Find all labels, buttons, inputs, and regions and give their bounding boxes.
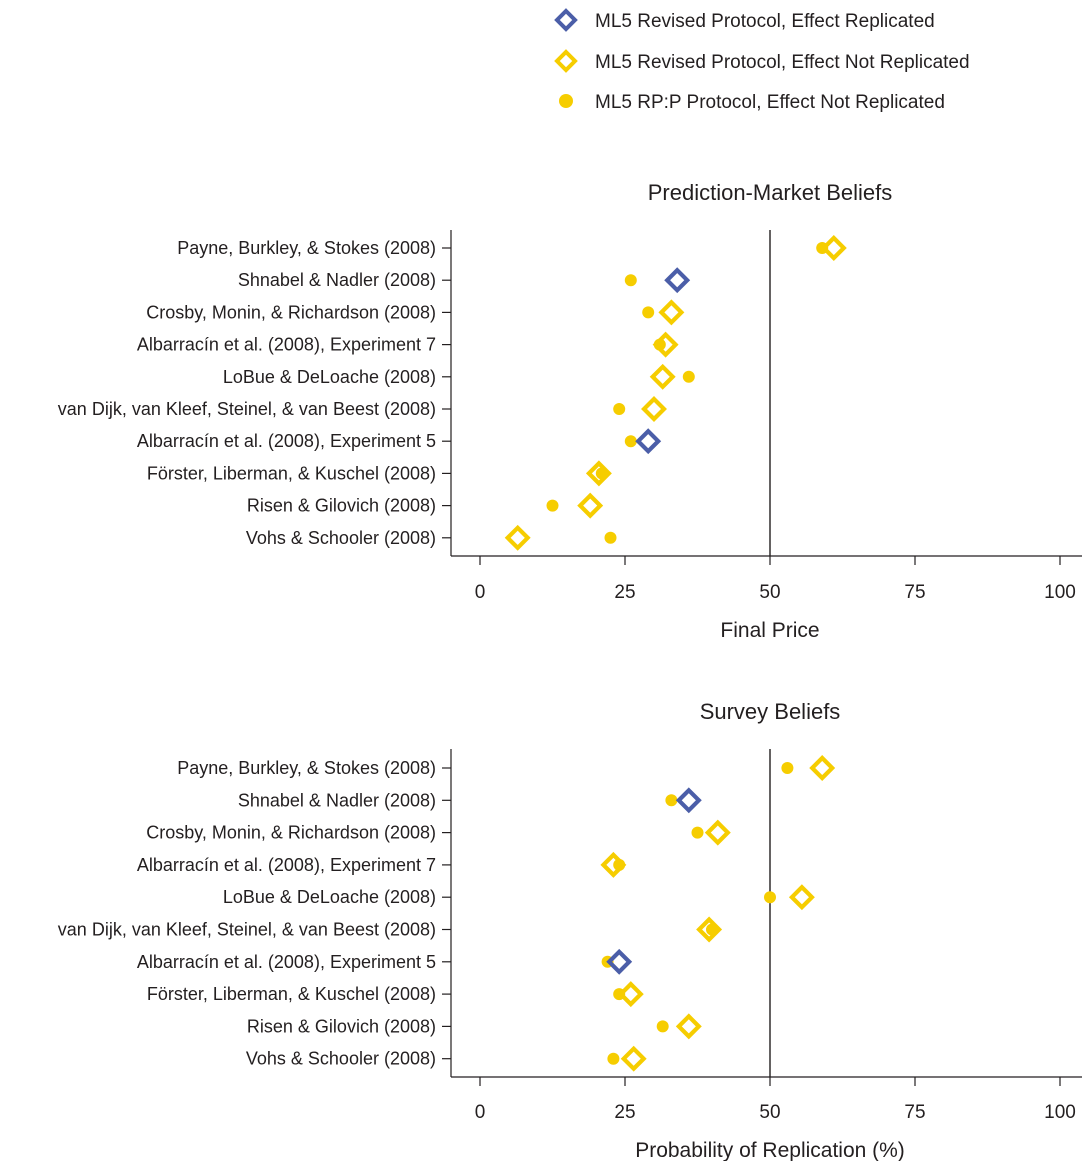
legend-label: ML5 Revised Protocol, Effect Not Replica…	[595, 52, 970, 73]
y-tick-label: Albarracín et al. (2008), Experiment 7	[137, 855, 436, 875]
revised-protocol-point-replicated	[675, 787, 702, 814]
rpp-protocol-point	[781, 762, 794, 774]
revised-protocol-point-not-replicated	[652, 331, 679, 358]
y-tick-label: van Dijk, van Kleef, Steinel, & van Bees…	[58, 920, 436, 940]
revised-protocol-point-not-replicated	[620, 1045, 647, 1072]
rpp-protocol-point	[682, 370, 695, 383]
y-tick-label: Payne, Burkley, & Stokes (2008)	[177, 238, 436, 258]
y-tick-label: Albarracín et al. (2008), Experiment 5	[137, 431, 436, 451]
legend: ML5 Revised Protocol, Effect Replicated …	[554, 8, 970, 113]
revised-protocol-point-not-replicated	[675, 1013, 702, 1040]
rpp-protocol-point	[665, 794, 678, 807]
revised-protocol-point-not-replicated	[788, 884, 815, 911]
revised-protocol-point-not-replicated	[809, 755, 836, 781]
revised-protocol-point-not-replicated	[504, 524, 531, 551]
y-tick-label: Vohs & Schooler (2008)	[246, 1049, 436, 1069]
x-tick-label: 50	[759, 582, 780, 603]
y-tick-label: LoBue & DeLoache (2008)	[223, 887, 436, 907]
legend-marker-blue-diamond	[554, 8, 578, 32]
revised-protocol-point-not-replicated	[696, 916, 723, 943]
revised-protocol-point-not-replicated	[658, 299, 685, 326]
legend-marker-yellow-diamond	[554, 49, 578, 73]
legend-entry-rpp-protocol: ML5 RP:P Protocol, Effect Not Replicated	[559, 92, 945, 113]
y-tick-label: Shnabel & Nadler (2008)	[238, 270, 436, 290]
x-tick-label: 75	[904, 1102, 925, 1123]
y-tick-label: Crosby, Monin, & Richardson (2008)	[146, 823, 436, 843]
y-tick-label: Förster, Liberman, & Kuschel (2008)	[147, 984, 436, 1004]
y-tick-label: Förster, Liberman, & Kuschel (2008)	[147, 463, 436, 483]
x-axis-label: Final Price	[720, 619, 819, 642]
rpp-protocol-point	[642, 306, 655, 319]
panel-title: Prediction-Market Beliefs	[648, 180, 893, 205]
x-tick-label: 25	[614, 582, 635, 603]
rpp-protocol-point	[656, 1020, 669, 1033]
x-tick-label: 100	[1044, 1102, 1076, 1123]
y-tick-label: Vohs & Schooler (2008)	[246, 528, 436, 548]
y-tick-label: Albarracín et al. (2008), Experiment 5	[137, 952, 436, 972]
rpp-protocol-point	[604, 531, 617, 544]
x-tick-label: 75	[904, 582, 925, 603]
legend-entry-replicated: ML5 Revised Protocol, Effect Replicated	[554, 8, 935, 32]
y-tick-label: van Dijk, van Kleef, Steinel, & van Bees…	[58, 399, 436, 419]
y-tick-label: Risen & Gilovich (2008)	[247, 1016, 436, 1036]
x-tick-label: 50	[759, 1102, 780, 1123]
rpp-protocol-point	[546, 499, 559, 512]
panel-title: Survey Beliefs	[700, 699, 841, 724]
revised-protocol-point-not-replicated	[617, 981, 644, 1008]
y-tick-label: Risen & Gilovich (2008)	[247, 496, 436, 516]
rpp-protocol-point	[691, 826, 704, 839]
revised-protocol-point-not-replicated	[704, 819, 731, 846]
x-tick-label: 25	[614, 1102, 635, 1123]
y-tick-label: Albarracín et al. (2008), Experiment 7	[137, 335, 436, 355]
legend-label: ML5 RP:P Protocol, Effect Not Replicated	[595, 92, 945, 113]
legend-entry-not-replicated: ML5 Revised Protocol, Effect Not Replica…	[554, 49, 970, 73]
rpp-protocol-point	[613, 403, 626, 415]
y-tick-label: LoBue & DeLoache (2008)	[223, 367, 436, 387]
rpp-protocol-point	[607, 1052, 620, 1065]
rpp-protocol-point	[764, 891, 776, 904]
x-axis-label: Probability of Replication (%)	[635, 1139, 905, 1161]
y-tick-label: Shnabel & Nadler (2008)	[238, 790, 436, 810]
revised-protocol-point-replicated	[606, 948, 633, 975]
revised-protocol-point-not-replicated	[600, 851, 627, 878]
x-tick-label: 100	[1044, 582, 1076, 603]
rpp-protocol-point	[624, 435, 637, 448]
revised-protocol-point-not-replicated	[585, 460, 612, 487]
revised-protocol-point-not-replicated	[820, 235, 847, 261]
x-tick-label: 0	[475, 1102, 486, 1123]
revised-protocol-point-replicated	[635, 428, 662, 455]
rpp-protocol-point	[624, 274, 637, 287]
revised-protocol-point-not-replicated	[641, 396, 667, 422]
prediction-market-panel: Prediction-Market Beliefs Final Price 0 2…	[58, 180, 1082, 642]
survey-panel: Survey Beliefs Probability of Replicatio…	[58, 699, 1082, 1161]
revised-protocol-point-not-replicated	[649, 363, 676, 390]
x-tick-label: 0	[475, 582, 486, 603]
revised-protocol-point-replicated	[664, 267, 691, 294]
y-tick-label: Payne, Burkley, & Stokes (2008)	[177, 758, 436, 778]
revised-protocol-point-not-replicated	[577, 492, 604, 519]
legend-marker-yellow-dot	[559, 94, 573, 108]
y-tick-label: Crosby, Monin, & Richardson (2008)	[146, 302, 436, 322]
legend-label: ML5 Revised Protocol, Effect Replicated	[595, 11, 935, 32]
